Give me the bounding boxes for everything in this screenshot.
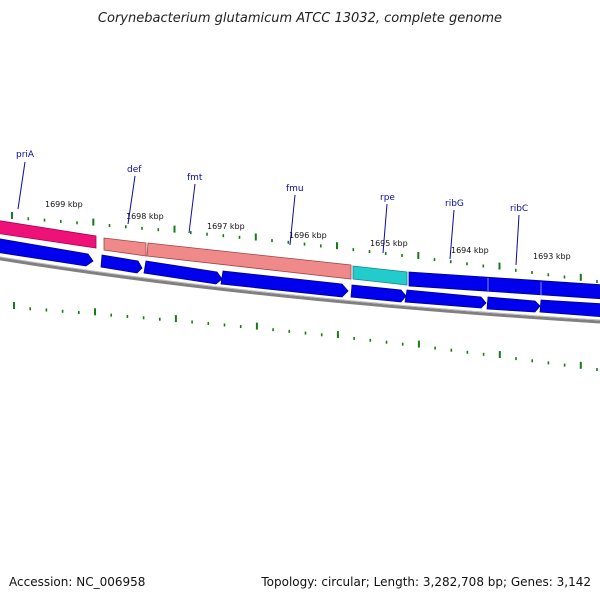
cds-arrow: [539, 299, 600, 318]
gene-leader-ribG: [449, 209, 455, 260]
gene-label-fmt: fmt: [187, 173, 203, 183]
inner-tick-ring: [13, 302, 598, 371]
genome-backbone-highlight: [0, 256, 600, 321]
position-label: 1695 kbp: [370, 239, 408, 248]
gene-label-rpe: rpe: [380, 193, 395, 203]
cds-arrow: [486, 296, 541, 313]
gene-leader-fmu: [289, 194, 296, 246]
cds-arrow: [350, 284, 407, 303]
feature-fmt-fmu: [146, 242, 352, 280]
cds-arrow: [100, 254, 143, 274]
cds-track: [0, 238, 600, 318]
cds-arrow: [143, 260, 223, 285]
gene-label-def: def: [127, 165, 142, 175]
topology-text: Topology: circular; Length: 3,282,708 bp…: [260, 575, 591, 589]
gene-label-ribG: ribG: [445, 199, 464, 209]
position-label: 1696 kbp: [289, 231, 327, 240]
position-labels: 1699 kbp 1698 kbp 1697 kbp 1696 kbp 1695…: [45, 200, 571, 261]
gene-label-ribC: ribC: [510, 204, 528, 214]
gene-label-fmu: fmu: [286, 184, 304, 194]
feature-rpe: [352, 265, 408, 286]
genome-backbone: [0, 257, 600, 324]
cds-arrow: [404, 289, 487, 309]
gene-leader-def: [127, 175, 136, 225]
position-label: 1697 kbp: [207, 222, 245, 231]
cds-arrow: [0, 238, 94, 267]
position-label: 1694 kbp: [451, 246, 489, 255]
position-label: 1693 kbp: [533, 252, 571, 261]
position-label: 1698 kbp: [126, 212, 164, 221]
accession-text: Accession: NC_006958: [9, 575, 145, 589]
feature-priA: [0, 220, 97, 249]
feature-track: [0, 220, 600, 300]
cds-arrow: [220, 270, 349, 298]
feature-def: [103, 237, 147, 257]
gene-leaders: [17, 161, 520, 266]
map-title: Corynebacterium glutamicum ATCC 13032, c…: [98, 11, 502, 26]
gene-leader-ribC: [515, 214, 520, 266]
gene-leader-fmt: [188, 183, 196, 234]
gene-label-priA: priA: [16, 150, 35, 160]
outer-tick-ring: [11, 212, 598, 283]
gene-leader-priA: [17, 161, 26, 210]
gene-labels: priA def fmt fmu rpe ribG ribC: [16, 150, 528, 214]
position-label: 1699 kbp: [45, 200, 83, 209]
gene-leader-rpe: [382, 203, 388, 254]
feature-rib: [408, 271, 600, 300]
